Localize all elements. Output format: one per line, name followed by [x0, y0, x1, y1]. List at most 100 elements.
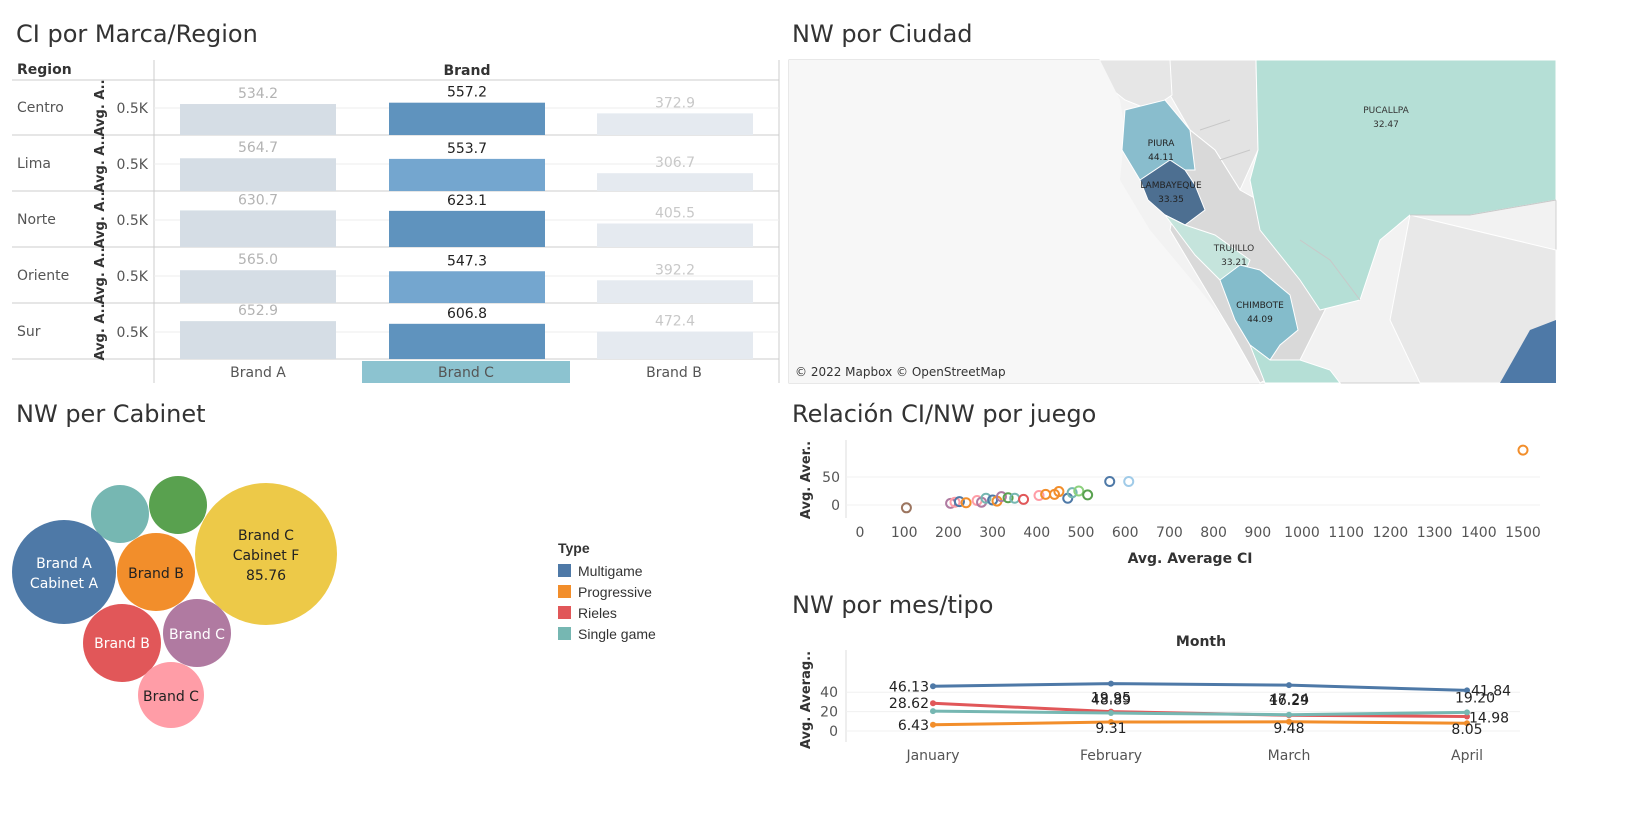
- bar-value-label: 553.7: [447, 141, 487, 157]
- scatter-point[interactable]: [1517, 444, 1529, 456]
- bar[interactable]: [389, 158, 545, 191]
- bar-value-label: 564.7: [238, 140, 278, 156]
- bubble-brand-b-progressive[interactable]: [117, 533, 195, 611]
- bar[interactable]: [389, 323, 545, 359]
- line-series[interactable]: [932, 709, 1468, 717]
- bubble-brand-a-cabinet-a[interactable]: [12, 520, 116, 624]
- bar[interactable]: [597, 173, 753, 191]
- scatter-point[interactable]: [995, 491, 1007, 503]
- scatter-point[interactable]: [1002, 492, 1014, 504]
- line-point[interactable]: [1286, 682, 1292, 689]
- category-highlight[interactable]: [362, 361, 570, 383]
- scatter-point[interactable]: [953, 496, 965, 508]
- line-point[interactable]: [1108, 718, 1114, 725]
- bubble-label: Brand A: [36, 556, 92, 572]
- title-ci-marca-region: CI por Marca/Region: [16, 20, 258, 48]
- scatter-point[interactable]: [1053, 486, 1065, 498]
- map-border-lines: [1199, 119, 1557, 301]
- bar[interactable]: [389, 102, 545, 135]
- bar[interactable]: [597, 113, 753, 135]
- title-nw-ciudad: NW por Ciudad: [792, 20, 973, 48]
- bar[interactable]: [180, 321, 336, 359]
- bar[interactable]: [389, 271, 545, 303]
- scatter-x-tick: 1400: [1461, 525, 1497, 541]
- title-relacion: Relación CI/NW por juego: [792, 400, 1097, 428]
- line-point[interactable]: [1286, 718, 1292, 725]
- line-point[interactable]: [1108, 680, 1114, 687]
- line-point[interactable]: [930, 700, 936, 707]
- bar[interactable]: [597, 331, 753, 359]
- line-x-tick: January: [905, 748, 959, 764]
- bubble-label: Brand C: [169, 627, 225, 643]
- bubble-brand-c-pink[interactable]: [138, 662, 204, 728]
- bar-value-label: 306.7: [655, 155, 695, 171]
- category-label[interactable]: Brand A: [230, 365, 286, 381]
- line-point[interactable]: [1464, 720, 1470, 727]
- legend-item-single-game[interactable]: Single game: [558, 623, 656, 644]
- scatter-point[interactable]: [960, 497, 972, 509]
- bar-value-label: 630.7: [238, 192, 278, 208]
- bar[interactable]: [180, 210, 336, 247]
- legend-item-rieles[interactable]: Rieles: [558, 602, 656, 623]
- scatter-x-tick: 700: [1156, 525, 1183, 541]
- line-series[interactable]: [932, 682, 1468, 692]
- legend-item-progressive[interactable]: Progressive: [558, 581, 656, 602]
- line-value-label: 48.89: [1091, 693, 1131, 709]
- legend-swatch: [558, 627, 571, 640]
- map-region-lambayeque[interactable]: [1139, 159, 1206, 226]
- line-point[interactable]: [930, 708, 936, 715]
- bar-value-label: 623.1: [447, 193, 487, 209]
- legend-title: Type: [558, 540, 590, 556]
- region-label: Lima: [17, 156, 51, 172]
- line-series[interactable]: [932, 720, 1468, 727]
- line-value-label: 46.13: [889, 679, 929, 695]
- region-label: Norte: [17, 212, 56, 228]
- scatter-x-tick: 1300: [1417, 525, 1453, 541]
- bubble-green[interactable]: [149, 476, 207, 534]
- nw-city-map[interactable]: PUCALLPA 32.47 PIURA 44.11 LAMBAYEQUE 33…: [0, 0, 1628, 395]
- line-point[interactable]: [1464, 709, 1470, 716]
- bar-value-label: 372.9: [655, 95, 695, 111]
- bubble-label: Cabinet F: [233, 548, 300, 564]
- bubble-brand-b-rieles[interactable]: [83, 604, 161, 682]
- scatter-point[interactable]: [1018, 493, 1030, 505]
- bubble-label: Brand C: [143, 689, 199, 705]
- line-point[interactable]: [1108, 710, 1114, 717]
- bar-value-label: 547.3: [447, 253, 487, 269]
- scatter-point[interactable]: [1033, 489, 1045, 501]
- bar[interactable]: [597, 223, 753, 247]
- map-region-chimbote[interactable]: [1219, 264, 1299, 361]
- scatter-point[interactable]: [1104, 475, 1116, 487]
- region-label: Oriente: [17, 268, 69, 284]
- bar[interactable]: [180, 158, 336, 191]
- legend-item-multigame[interactable]: Multigame: [558, 560, 656, 581]
- map-region-south[interactable]: [1248, 343, 1342, 384]
- line-y-tick: 0: [829, 724, 838, 740]
- map-region-corner[interactable]: [1500, 320, 1556, 383]
- line-point[interactable]: [1464, 687, 1470, 694]
- scatter-point[interactable]: [1066, 487, 1078, 499]
- map-attribution: © 2022 Mapbox © OpenStreetMap: [795, 365, 1006, 379]
- bubble-single-game[interactable]: [91, 485, 149, 543]
- map-label-chimbote: CHIMBOTE: [1236, 301, 1284, 311]
- scatter-point[interactable]: [1082, 489, 1094, 501]
- category-label[interactable]: Brand B: [646, 365, 702, 381]
- line-point[interactable]: [1286, 711, 1292, 718]
- line-point[interactable]: [930, 683, 936, 690]
- scatter-point[interactable]: [1123, 475, 1135, 487]
- scatter-x-tick: 0: [856, 525, 865, 541]
- y-axis-label: Avg. A..: [93, 135, 108, 192]
- scatter-point[interactable]: [1073, 485, 1085, 497]
- scatter-point[interactable]: [980, 492, 992, 504]
- bar[interactable]: [389, 210, 545, 247]
- category-label[interactable]: Brand C: [438, 365, 494, 381]
- bubble-brand-c-purple[interactable]: [163, 599, 231, 667]
- bar[interactable]: [597, 280, 753, 303]
- scatter-point[interactable]: [900, 502, 912, 514]
- bubble-brand-c-cabinet-f[interactable]: [195, 483, 337, 625]
- scatter-point[interactable]: [949, 496, 961, 508]
- bar[interactable]: [180, 104, 336, 135]
- map-label-pucallpa: PUCALLPA: [1363, 106, 1409, 116]
- line-point[interactable]: [930, 721, 936, 728]
- bar[interactable]: [180, 270, 336, 303]
